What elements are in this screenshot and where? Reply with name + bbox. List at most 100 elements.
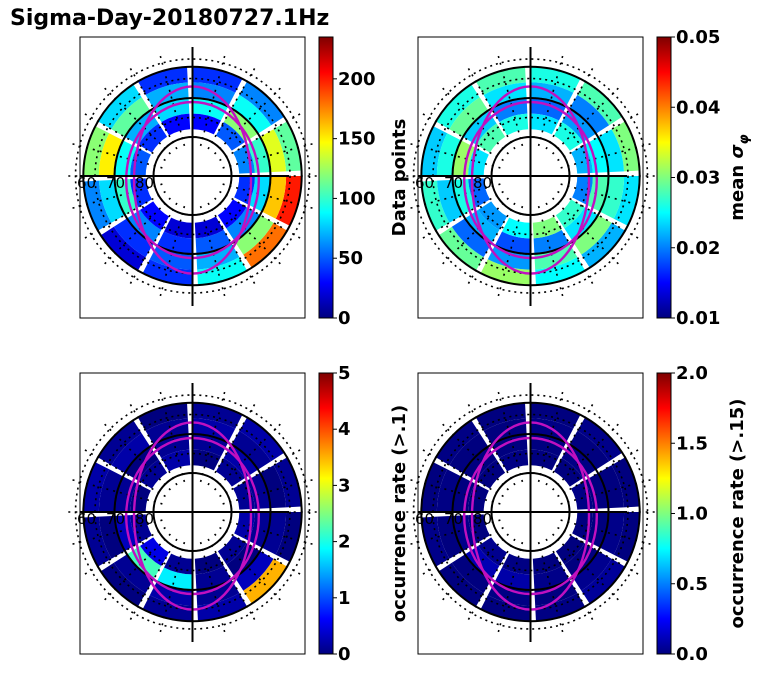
latitude-label: 80 [135, 510, 154, 528]
heatmap-cell [553, 121, 583, 151]
heatmap-cell [192, 402, 243, 429]
colorbar-tick-label: 4 [338, 419, 351, 440]
heatmap-cell [83, 126, 110, 176]
colorbar-label: Data points [389, 119, 410, 237]
panel-occurrence-rate-gt-0.1: 60 70 80 0 1 2 3 4 5 occurrence rate (>.1) [63, 363, 410, 665]
panel-data-points: 60 70 80 0 50 100 150 200 Data points [63, 36, 410, 329]
heatmap-cell [217, 535, 247, 565]
heatmap-cell [449, 97, 489, 137]
heatmap-cell [421, 462, 448, 512]
latitude-label: 60 [415, 174, 434, 192]
latitude-dotted-circle [432, 413, 629, 611]
heatmap-cell [480, 259, 531, 286]
heatmap-cell [196, 579, 240, 606]
heatmap-cell [273, 121, 302, 172]
heatmap-cell [478, 201, 508, 231]
heatmap-cell [196, 243, 240, 270]
heatmap-cell [138, 123, 168, 153]
heatmap-cell [480, 595, 531, 622]
sigma-symbol: σ [727, 144, 748, 159]
heatmap-cell [239, 81, 285, 126]
colorbar-tick-label: 2.0 [676, 363, 708, 384]
heatmap-cell [613, 512, 640, 562]
heatmap-cell [581, 558, 626, 604]
heatmap-cell [83, 180, 112, 231]
heatmap-cell [138, 459, 168, 489]
heatmap-cell [581, 222, 626, 268]
colorbar-tick-label: 200 [338, 69, 376, 90]
heatmap-cell [598, 129, 624, 173]
colorbar-tick-label: 1.0 [676, 504, 708, 525]
heatmap-cell [476, 459, 506, 489]
heatmap-cell [100, 226, 146, 271]
panel-mean-sigma-phi: 60 70 80 0.01 0.02 0.03 0.04 0.05 mean σφ [401, 27, 752, 329]
heatmap-cell [599, 176, 625, 219]
colorbar-tick-label: 1 [338, 588, 351, 609]
heatmap-cell [260, 129, 286, 173]
heatmap-cell [234, 551, 274, 591]
heatmap-cell [569, 430, 610, 470]
heatmap-cell [577, 81, 623, 126]
heatmap-cell [234, 215, 274, 255]
heatmap-cell [217, 199, 247, 229]
figure-title: Sigma-Day-20180727.1Hz [10, 6, 330, 31]
heatmap-cell [532, 552, 562, 575]
colorbar-tick-label: 0 [338, 644, 351, 665]
heatmap-cell [161, 113, 191, 136]
latitude-label: 70 [106, 510, 125, 528]
heatmap-cell [275, 176, 302, 226]
heatmap-cell [97, 420, 142, 466]
heatmap-cell [215, 457, 245, 487]
heatmap-cell [437, 179, 463, 223]
heatmap-cell [499, 113, 529, 136]
heatmap-cells [421, 402, 640, 622]
colorbar-tick-label: 5 [338, 363, 351, 384]
colorbar-tick-label: 2 [338, 532, 351, 553]
heatmap-cell [111, 433, 151, 473]
panel-occurrence-rate-gt-0.15: 60 70 80 0.0 0.5 1.0 1.5 2.0 occurrence rate (>.… [401, 363, 748, 665]
colorbar [656, 372, 672, 655]
heatmap-cell [142, 595, 193, 622]
colorbar-tick-label: 50 [338, 248, 363, 269]
colorbar-tick-label: 1.5 [676, 433, 708, 454]
heatmap-cell [436, 469, 462, 512]
heatmap-cell [435, 84, 480, 130]
heatmap-cell [261, 512, 287, 555]
latitude-dotted-circle [432, 77, 629, 275]
heatmap-cell [572, 215, 612, 255]
colorbar-label: mean σφ [727, 134, 752, 220]
latitude-label: 70 [106, 174, 125, 192]
heatmap-cell [438, 226, 484, 271]
heatmap-cell [451, 218, 492, 258]
heatmap-cell [421, 180, 450, 231]
heatmap-cell [449, 433, 489, 473]
heatmap-cell [421, 516, 450, 567]
heatmap-cell [530, 66, 581, 93]
colorbar-tick-label: 0.03 [676, 168, 720, 189]
colorbar-tick-label: 0.04 [676, 97, 720, 118]
heatmap-cell [534, 243, 578, 270]
heatmap-cell [599, 512, 625, 555]
latitude-label: 60 [77, 510, 96, 528]
heatmap-cell [243, 558, 288, 604]
heatmap-cell [239, 417, 285, 462]
heatmap-cell [97, 84, 142, 130]
heatmap-cell [192, 66, 243, 93]
heatmap-cell [476, 123, 506, 153]
heatmap-cell [260, 465, 286, 509]
heatmap-cell [613, 176, 640, 226]
heatmap-cell [611, 121, 640, 172]
heatmap-cell [98, 469, 124, 512]
heatmap-cell [194, 216, 224, 239]
heatmap-cell [149, 245, 193, 270]
heatmap-cell [140, 537, 170, 567]
colorbar-tick-label: 0.5 [676, 574, 708, 595]
heatmap-cell [451, 554, 492, 594]
heatmap-cell [83, 516, 112, 567]
heatmap-cell [611, 457, 640, 508]
heatmap-cell [83, 462, 110, 512]
colorbar-tick-label: 150 [338, 129, 376, 150]
heatmap-cell [478, 537, 508, 567]
heatmap-cell [231, 94, 272, 134]
latitude-label: 80 [473, 510, 492, 528]
